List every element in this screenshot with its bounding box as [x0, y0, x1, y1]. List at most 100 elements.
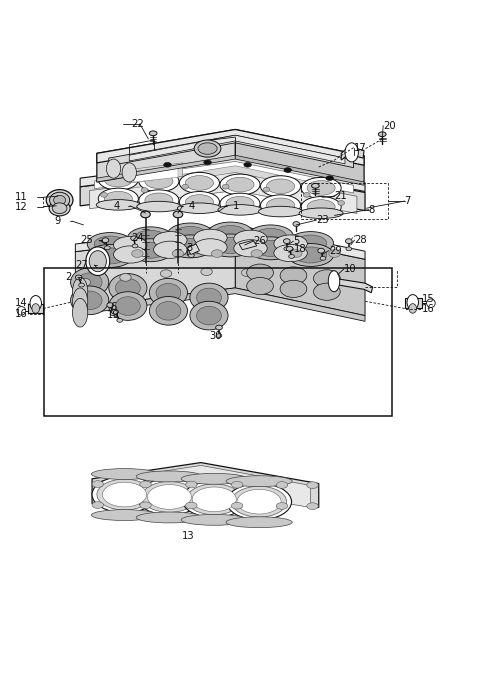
Ellipse shape: [127, 227, 173, 250]
Ellipse shape: [266, 179, 295, 193]
Polygon shape: [235, 129, 364, 184]
Ellipse shape: [248, 237, 293, 260]
Text: 7: 7: [405, 196, 411, 206]
Ellipse shape: [280, 267, 307, 284]
Ellipse shape: [75, 275, 82, 280]
Ellipse shape: [247, 277, 274, 295]
Ellipse shape: [92, 502, 104, 508]
Ellipse shape: [173, 211, 183, 218]
Ellipse shape: [307, 200, 335, 214]
Ellipse shape: [139, 190, 179, 211]
Ellipse shape: [49, 200, 70, 216]
Ellipse shape: [185, 195, 214, 209]
Ellipse shape: [147, 484, 192, 510]
Ellipse shape: [102, 238, 109, 243]
Ellipse shape: [284, 168, 291, 172]
Ellipse shape: [231, 503, 243, 509]
Ellipse shape: [244, 163, 252, 168]
Ellipse shape: [101, 193, 108, 198]
Ellipse shape: [79, 279, 91, 286]
Polygon shape: [235, 232, 365, 315]
Text: 1: 1: [233, 201, 239, 211]
Ellipse shape: [52, 203, 67, 214]
Ellipse shape: [237, 489, 281, 514]
Ellipse shape: [182, 184, 189, 189]
Ellipse shape: [54, 195, 66, 205]
Ellipse shape: [117, 318, 122, 322]
Ellipse shape: [307, 503, 318, 510]
Ellipse shape: [180, 191, 219, 212]
Ellipse shape: [194, 140, 221, 157]
Polygon shape: [239, 240, 257, 250]
Ellipse shape: [116, 279, 140, 297]
Ellipse shape: [107, 159, 120, 178]
Ellipse shape: [284, 247, 289, 251]
Text: 6: 6: [110, 302, 117, 312]
Polygon shape: [129, 135, 345, 164]
Polygon shape: [341, 147, 364, 160]
Ellipse shape: [141, 188, 148, 193]
Ellipse shape: [299, 208, 343, 218]
Ellipse shape: [280, 281, 307, 297]
Ellipse shape: [91, 510, 157, 521]
Ellipse shape: [96, 250, 108, 258]
Ellipse shape: [293, 221, 300, 226]
Ellipse shape: [345, 143, 359, 162]
Ellipse shape: [172, 250, 184, 258]
Ellipse shape: [77, 291, 102, 310]
Ellipse shape: [276, 503, 288, 510]
Ellipse shape: [136, 471, 203, 482]
Text: 4: 4: [113, 201, 120, 211]
Ellipse shape: [46, 190, 73, 211]
Ellipse shape: [186, 481, 197, 488]
Ellipse shape: [109, 292, 147, 320]
Ellipse shape: [263, 187, 270, 192]
Ellipse shape: [220, 174, 260, 195]
Polygon shape: [129, 165, 333, 193]
Ellipse shape: [201, 268, 212, 276]
Ellipse shape: [168, 235, 213, 258]
Ellipse shape: [307, 482, 318, 489]
Text: 18: 18: [293, 244, 306, 254]
Ellipse shape: [180, 172, 219, 193]
Ellipse shape: [132, 244, 138, 248]
Ellipse shape: [320, 256, 326, 260]
Ellipse shape: [134, 242, 166, 258]
Ellipse shape: [207, 222, 253, 245]
Ellipse shape: [72, 288, 88, 317]
Ellipse shape: [17, 306, 26, 315]
Ellipse shape: [190, 283, 228, 312]
Polygon shape: [405, 299, 422, 308]
Ellipse shape: [181, 514, 247, 526]
Text: 26: 26: [253, 236, 266, 246]
Ellipse shape: [137, 479, 202, 515]
Ellipse shape: [181, 473, 247, 484]
Ellipse shape: [188, 246, 195, 250]
Ellipse shape: [30, 295, 41, 311]
Text: 21: 21: [335, 191, 347, 201]
Ellipse shape: [326, 176, 334, 181]
Ellipse shape: [72, 277, 88, 306]
Polygon shape: [188, 244, 199, 255]
Ellipse shape: [189, 253, 194, 258]
Ellipse shape: [116, 297, 140, 315]
Polygon shape: [134, 165, 178, 182]
Ellipse shape: [137, 201, 181, 211]
Ellipse shape: [234, 239, 267, 257]
Ellipse shape: [295, 247, 327, 263]
Ellipse shape: [145, 174, 173, 188]
Ellipse shape: [107, 303, 114, 308]
Polygon shape: [80, 158, 365, 191]
Text: 2: 2: [66, 272, 72, 283]
Ellipse shape: [127, 239, 173, 262]
Ellipse shape: [407, 295, 419, 310]
Ellipse shape: [241, 269, 253, 276]
Ellipse shape: [122, 163, 136, 182]
Text: 17: 17: [354, 142, 366, 153]
Ellipse shape: [174, 239, 206, 254]
Ellipse shape: [222, 184, 229, 189]
Ellipse shape: [120, 274, 131, 281]
Ellipse shape: [288, 244, 334, 267]
Polygon shape: [75, 232, 235, 309]
Polygon shape: [97, 129, 235, 182]
